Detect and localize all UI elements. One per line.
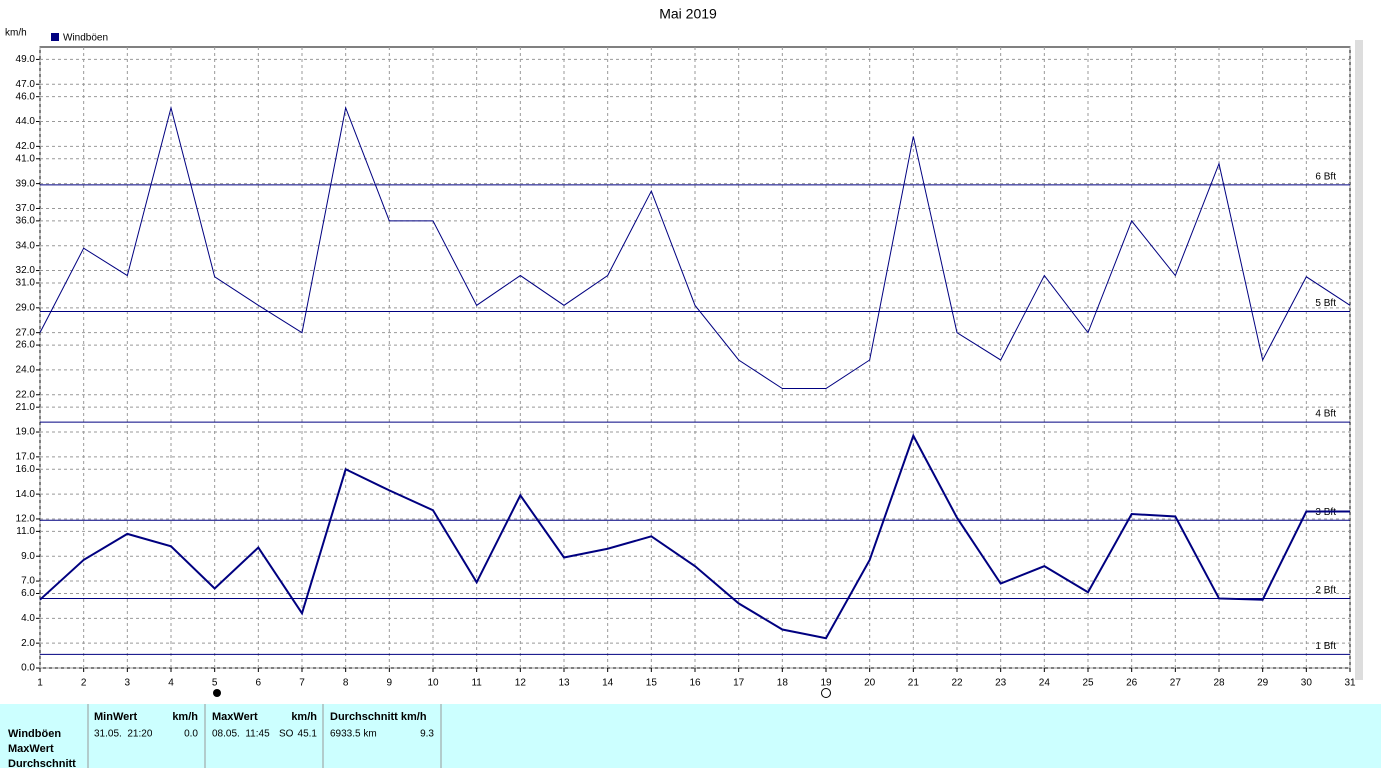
y-tick-label: 22.0: [16, 389, 36, 400]
x-tick-label: 24: [1039, 678, 1051, 689]
series-line: [39, 433, 1350, 640]
y-tick-label: 29.0: [16, 302, 36, 313]
beaufort-label: 5 Bft: [1315, 298, 1336, 309]
y-tick-label: 7.0: [21, 576, 35, 587]
y-tick-label: 16.0: [16, 464, 36, 475]
legend-swatch: [51, 33, 59, 41]
beaufort-label: 2 Bft: [1315, 585, 1336, 596]
y-tick-label: 9.0: [21, 551, 35, 562]
header: Durchschnitt km/h: [330, 711, 427, 723]
x-tick-label: 8: [343, 678, 349, 689]
y-tick-label: 42.0: [16, 141, 36, 152]
x-tick-label: 9: [387, 678, 393, 689]
beaufort-label: 1 Bft: [1315, 641, 1336, 652]
y-tick-label: 34.0: [16, 240, 36, 251]
x-tick-label: 14: [602, 678, 614, 689]
y-tick-label: 47.0: [16, 79, 36, 90]
y-tick-label: 41.0: [16, 153, 36, 164]
cell: 08.05. 11:45: [212, 729, 270, 740]
y-tick-label: 21.0: [16, 402, 36, 413]
y-tick-label: 36.0: [16, 216, 36, 227]
y-tick-label: 24.0: [16, 365, 36, 376]
x-tick-label: 25: [1082, 678, 1094, 689]
y-tick-label: 2.0: [21, 638, 35, 649]
x-tick-label: 3: [125, 678, 131, 689]
beaufort-label: 6 Bft: [1315, 172, 1336, 183]
x-tick-label: 30: [1301, 678, 1313, 689]
x-tick-label: 17: [733, 678, 745, 689]
y-tick-label: 12.0: [16, 514, 36, 525]
x-tick-label: 15: [646, 678, 658, 689]
cell: 45.1: [298, 729, 318, 740]
y-unit: km/h: [5, 28, 27, 39]
chart-title: Mai 2019: [659, 6, 717, 22]
y-tick-label: 32.0: [16, 265, 36, 276]
y-tick-label: 0.0: [21, 663, 35, 674]
cell: SO: [279, 729, 294, 740]
x-tick-label: 27: [1170, 678, 1182, 689]
x-tick-label: 19: [820, 678, 832, 689]
x-tick-label: 13: [558, 678, 570, 689]
row-label: Durchschnitt: [8, 758, 76, 768]
row-label: Windböen: [8, 728, 61, 740]
x-tick-label: 12: [515, 678, 527, 689]
x-tick-label: 20: [864, 678, 876, 689]
x-tick-label: 21: [908, 678, 920, 689]
cell: 6933.5 km: [330, 729, 377, 740]
x-tick-label: 16: [689, 678, 701, 689]
y-tick-label: 11.0: [16, 526, 35, 537]
new-moon-icon: [213, 689, 221, 697]
x-tick-label: 26: [1126, 678, 1138, 689]
cell: 31.05. 21:20: [94, 729, 153, 740]
x-tick-label: 22: [951, 678, 963, 689]
beaufort-label: 4 Bft: [1315, 409, 1336, 420]
y-tick-label: 6.0: [21, 588, 35, 599]
y-tick-label: 44.0: [16, 116, 36, 127]
y-tick-label: 17.0: [16, 452, 36, 463]
y-tick-label: 4.0: [21, 613, 35, 624]
x-tick-label: 1: [37, 678, 43, 689]
cell: 9.3: [420, 729, 434, 740]
x-tick-label: 6: [256, 678, 262, 689]
y-tick-label: 46.0: [16, 91, 36, 102]
cell: 0.0: [184, 729, 198, 740]
x-tick-label: 29: [1257, 678, 1269, 689]
plot-frame: [39, 46, 1351, 669]
full-moon-icon: [821, 688, 831, 698]
x-tick-label: 11: [471, 678, 482, 689]
y-tick-label: 39.0: [16, 178, 36, 189]
x-tick-label: 23: [995, 678, 1007, 689]
y-tick-label: 27.0: [16, 327, 36, 338]
scrollbar: [1355, 40, 1363, 680]
y-tick-label: 19.0: [16, 427, 36, 438]
header: MinWert: [94, 711, 138, 723]
x-tick-label: 2: [81, 678, 87, 689]
legend-label: Windböen: [63, 33, 108, 44]
summary-panel: [0, 704, 1381, 768]
y-tick-label: 14.0: [16, 489, 36, 500]
x-tick-label: 28: [1213, 678, 1225, 689]
x-tick-label: 18: [777, 678, 789, 689]
header: MaxWert: [212, 711, 258, 723]
y-tick-label: 31.0: [16, 278, 36, 289]
unit: km/h: [172, 711, 198, 723]
x-tick-label: 4: [168, 678, 174, 689]
y-tick-label: 26.0: [16, 340, 36, 351]
x-tick-label: 10: [427, 678, 439, 689]
series-line: [39, 105, 1351, 390]
x-tick-label: 31: [1344, 678, 1356, 689]
y-tick-label: 37.0: [16, 203, 36, 214]
x-tick-label: 5: [212, 678, 218, 689]
x-tick-label: 7: [299, 678, 305, 689]
row-label: MaxWert: [8, 743, 54, 755]
y-tick-label: 49.0: [16, 54, 36, 65]
unit: km/h: [291, 711, 317, 723]
